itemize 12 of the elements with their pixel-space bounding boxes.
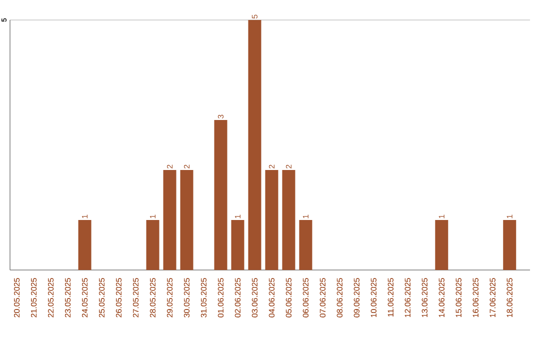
bar (248, 20, 262, 270)
bar (231, 220, 244, 270)
bar (435, 220, 448, 270)
bar (78, 220, 92, 270)
bar (146, 220, 160, 270)
bar (180, 170, 194, 270)
bar (163, 170, 176, 270)
bar (282, 170, 296, 270)
bar (214, 120, 228, 270)
bar (299, 220, 312, 270)
bar (265, 170, 278, 270)
bar (503, 220, 516, 270)
